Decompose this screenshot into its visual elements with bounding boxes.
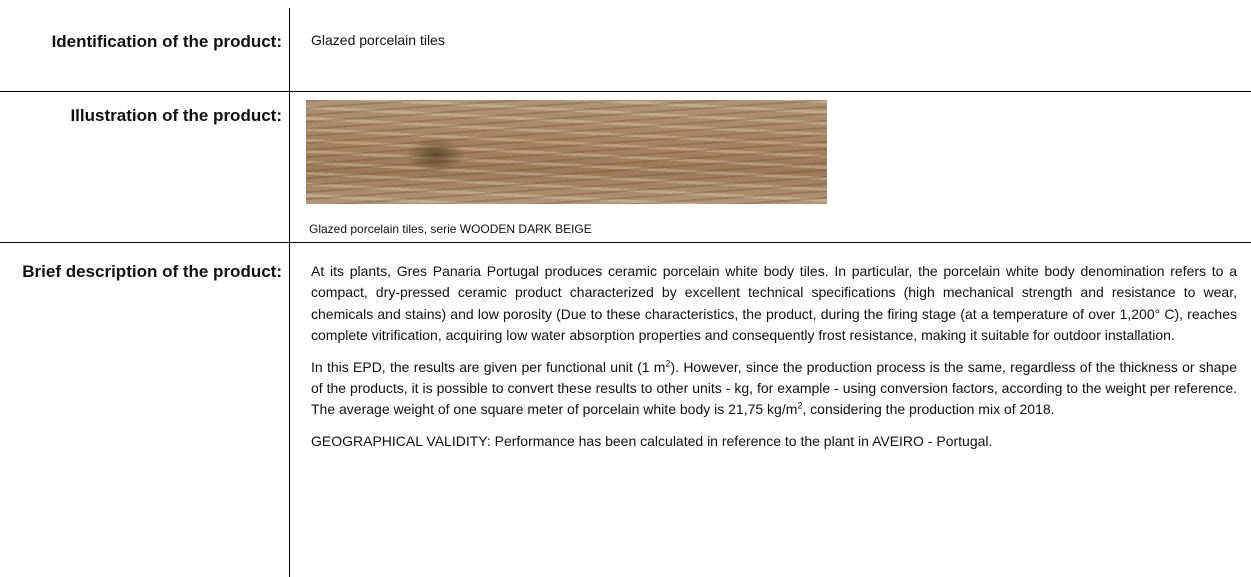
image-caption: Glazed porcelain tiles, serie WOODEN DAR… xyxy=(309,222,592,236)
text-run: GEOGRAPHICAL VALIDITY: Performance has b… xyxy=(311,433,992,449)
description: At its plants, Gres Panaria Portugal pro… xyxy=(311,261,1237,462)
page: Identification of the product: Glazed po… xyxy=(0,0,1251,577)
row-divider xyxy=(0,91,1251,92)
row-text: Glazed porcelain tiles xyxy=(311,30,1237,51)
row-divider xyxy=(0,242,1251,243)
row-label: Identification of the product: xyxy=(20,30,282,54)
text-run: In this EPD, the results are given per f… xyxy=(311,359,665,375)
paragraph: At its plants, Gres Panaria Portugal pro… xyxy=(311,261,1237,347)
row-label: Illustration of the product: xyxy=(20,104,282,128)
column-divider xyxy=(289,8,290,577)
paragraph: In this EPD, the results are given per f… xyxy=(311,357,1237,421)
text-run: At its plants, Gres Panaria Portugal pro… xyxy=(311,263,1237,343)
row-label: Brief description of the product: xyxy=(20,260,282,284)
paragraph: GEOGRAPHICAL VALIDITY: Performance has b… xyxy=(311,431,1237,452)
text-run: , considering the production mix of 2018… xyxy=(802,401,1054,417)
product-image xyxy=(306,100,827,204)
